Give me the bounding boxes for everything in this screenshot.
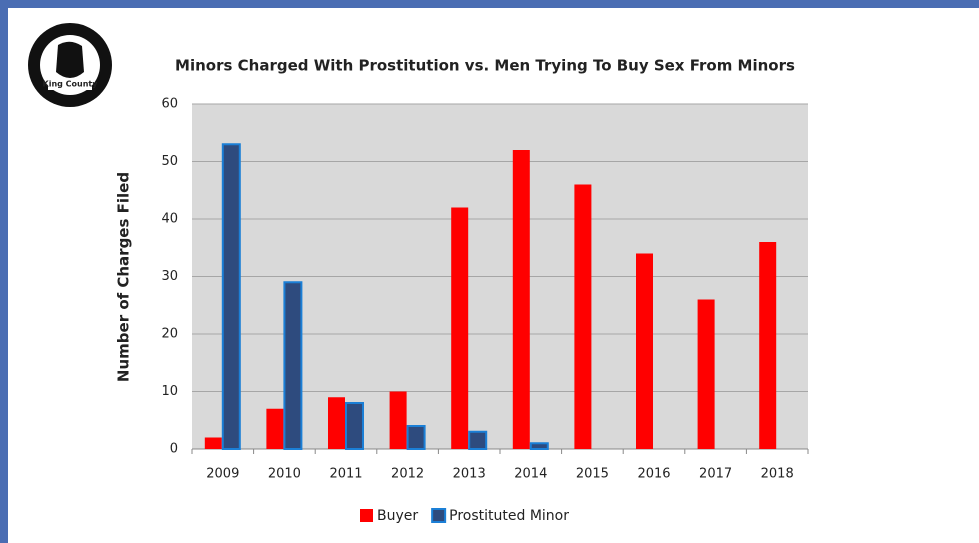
- logo-text: King County: [43, 80, 99, 89]
- chart-title: Minors Charged With Prostitution vs. Men…: [175, 57, 795, 75]
- bar: [345, 402, 364, 450]
- x-tick-label: 2013: [453, 467, 486, 482]
- logo-face: [56, 41, 84, 78]
- bar: [221, 143, 241, 450]
- bar: [759, 242, 777, 449]
- bar: [451, 207, 469, 449]
- x-tick-label: 2018: [761, 467, 794, 482]
- bar: [697, 299, 715, 449]
- bar: [529, 442, 549, 450]
- y-tick-label: 50: [161, 154, 178, 169]
- logo-band: [48, 78, 92, 90]
- y-tick-label: 10: [161, 384, 178, 399]
- bar: [574, 184, 592, 449]
- legend-label: Buyer: [377, 508, 418, 524]
- x-tick-label: 2014: [514, 467, 547, 482]
- legend-swatch: [360, 509, 373, 522]
- bar: [406, 425, 426, 450]
- bar: [512, 150, 530, 449]
- x-tick-label: 2009: [206, 467, 239, 482]
- bar: [204, 437, 222, 449]
- x-tick-label: 2017: [699, 467, 732, 482]
- bar: [283, 281, 303, 450]
- y-tick-label: 40: [161, 212, 178, 227]
- x-tick-label: 2012: [391, 467, 424, 482]
- bar: [328, 397, 345, 449]
- x-tick-label: 2015: [576, 467, 609, 482]
- bar: [266, 408, 284, 449]
- y-axis-label: Number of Charges Filed: [115, 172, 133, 382]
- logo: King County: [28, 23, 112, 107]
- bar: [468, 430, 488, 450]
- legend-label: Prostituted Minor: [449, 508, 569, 524]
- y-tick-label: 60: [161, 97, 178, 112]
- y-tick-label: 30: [161, 269, 178, 284]
- bar: [636, 253, 653, 449]
- bar: [389, 391, 407, 449]
- x-tick-label: 2011: [329, 467, 362, 482]
- y-tick-label: 0: [170, 442, 178, 457]
- legend-swatch: [431, 508, 447, 523]
- x-tick-label: 2016: [637, 467, 670, 482]
- x-tick-label: 2010: [268, 467, 301, 482]
- y-tick-label: 20: [161, 327, 178, 342]
